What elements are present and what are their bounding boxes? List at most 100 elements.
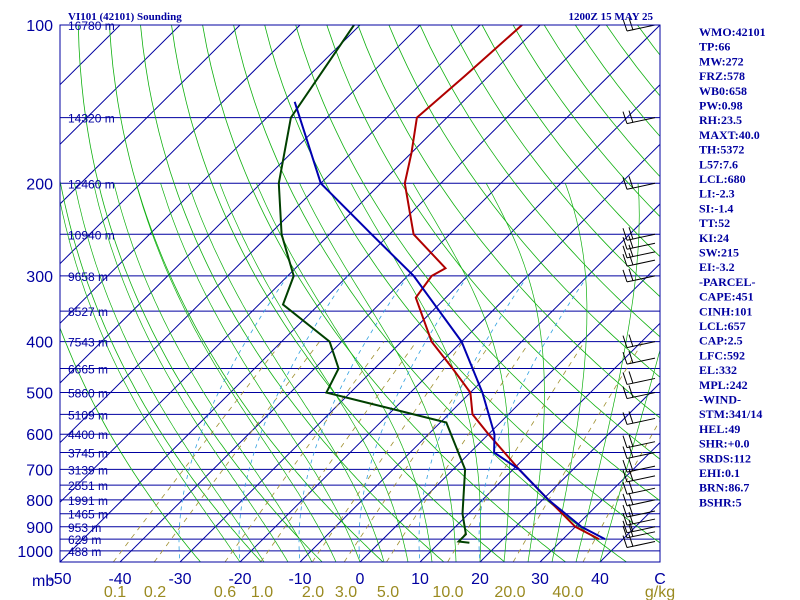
wind-barb-flag: [622, 253, 628, 267]
dry-adiabat: [140, 25, 445, 562]
mixing-ratio-line: [153, 341, 320, 562]
pressure-tick-label: 1000: [17, 544, 53, 561]
height-tick-label: 14320 m: [68, 112, 115, 126]
index-value: WB0:658: [699, 84, 747, 98]
moist-adiabat: [74, 183, 265, 562]
mixing-ratio-tick-label: 1.0: [251, 584, 273, 600]
wind-barb-flag: [628, 434, 634, 447]
wind-barb-flag: [628, 227, 634, 240]
wind-barb-staff: [626, 451, 656, 459]
pressure-unit-label: mb: [32, 573, 54, 590]
mixing-ratio-line: [311, 341, 464, 562]
wind-barb-flag: [628, 176, 634, 189]
wind-barb-flag: [628, 458, 634, 472]
mixing-ratio-tick-label: 20.0: [494, 584, 525, 600]
wind-barbs: [622, 17, 656, 549]
wind-barb: [622, 468, 656, 483]
wind-barb-flag: [622, 351, 628, 365]
wind-barb-staff: [626, 341, 656, 349]
wind-barb-flag: [622, 469, 628, 482]
isotherm-line: [60, 25, 541, 504]
wind-barb-flag: [622, 520, 628, 533]
wind-barb-flag: [622, 446, 628, 459]
wind-barb: [622, 110, 656, 125]
moist-adiabat: [160, 183, 361, 562]
wind-barb: [622, 524, 656, 539]
dry-adiabat: [60, 326, 201, 562]
wind-barb-flag: [622, 111, 628, 124]
mixing-ratio-line: [386, 341, 531, 562]
wind-barb-flag: [622, 269, 628, 283]
temperature-tick-label: 20: [471, 571, 489, 588]
wind-barb-staff: [626, 541, 656, 549]
moist-adiabat: [93, 183, 289, 562]
wind-barb-staff: [626, 357, 656, 365]
wind-barb-flag: [628, 244, 634, 257]
mixing-ratio-tick-label: 0.2: [144, 584, 166, 600]
moist-adiabat: [135, 183, 337, 562]
dry-adiabat: [357, 25, 660, 419]
guide-dashed-line: [358, 275, 469, 562]
wind-barb: [622, 385, 656, 400]
temperature-tick-label: 30: [531, 571, 549, 588]
wind-barb: [622, 268, 656, 283]
wind-barb-staff: [626, 242, 656, 250]
height-tick-label: 9658 m: [68, 270, 108, 284]
isotherm-line: [119, 25, 660, 562]
dry-adiabat: [481, 25, 660, 258]
isotherm-line: [419, 322, 660, 562]
wind-barb-flag: [622, 482, 628, 495]
wind-barb-flag: [622, 435, 628, 448]
dry-adiabat: [419, 25, 660, 338]
wind-barb-staff: [626, 475, 656, 483]
mixing-ratio-line: [112, 341, 283, 562]
index-value: -WIND-: [699, 393, 741, 407]
wind-barb: [622, 492, 656, 507]
mixing-ratio-line: [260, 341, 417, 562]
wind-barb-flag: [628, 385, 634, 398]
wind-barb-flag: [628, 445, 634, 458]
guide-dashed-line: [178, 275, 289, 562]
index-value: BRN:86.7: [699, 481, 749, 495]
wind-barb-flag: [628, 511, 634, 525]
dry-adiabat: [77, 25, 323, 562]
wind-barb-staff: [626, 518, 656, 526]
index-value: MPL:242: [699, 378, 748, 392]
wind-barb-staff: [626, 531, 656, 539]
index-value: BSHR:5: [699, 495, 742, 509]
sounding-traces: [277, 25, 606, 544]
isotherm-line: [359, 262, 660, 562]
wind-barb-flag: [628, 17, 634, 31]
wind-barb: [622, 244, 656, 259]
mixing-ratio-line: [512, 341, 644, 562]
dry-adiabat: [388, 25, 660, 378]
parcel-trace: [293, 101, 606, 540]
height-tick-label: 1465 m: [68, 508, 108, 522]
wind-barb-staff: [626, 499, 656, 507]
isotherm-line: [60, 25, 361, 325]
index-value: RH:23.5: [699, 113, 742, 127]
mixing-ratio-tick-label: 3.0: [335, 584, 357, 600]
temperature-tick-label: -10: [288, 571, 311, 588]
isotherm-line: [60, 25, 421, 384]
height-tick-label: 5860 m: [68, 387, 108, 401]
wind-barb: [622, 434, 656, 449]
index-value: PW:0.98: [699, 99, 743, 113]
wind-barb: [622, 176, 656, 190]
pressure-tick-label: 300: [26, 269, 53, 286]
wind-barb-flag: [622, 504, 628, 518]
index-value: HEL:49: [699, 422, 740, 436]
isotherm-line: [239, 143, 660, 562]
index-value: TH:5372: [699, 143, 744, 157]
chart-grid: [60, 25, 660, 562]
height-tick-label: 7543 m: [68, 336, 108, 350]
index-value: KI:24: [699, 231, 729, 245]
dew-point-trace: [277, 25, 470, 544]
wind-barb: [622, 481, 656, 495]
isotherm-line: [60, 25, 481, 444]
wind-barb: [622, 534, 656, 549]
isotherm-line: [60, 25, 301, 265]
